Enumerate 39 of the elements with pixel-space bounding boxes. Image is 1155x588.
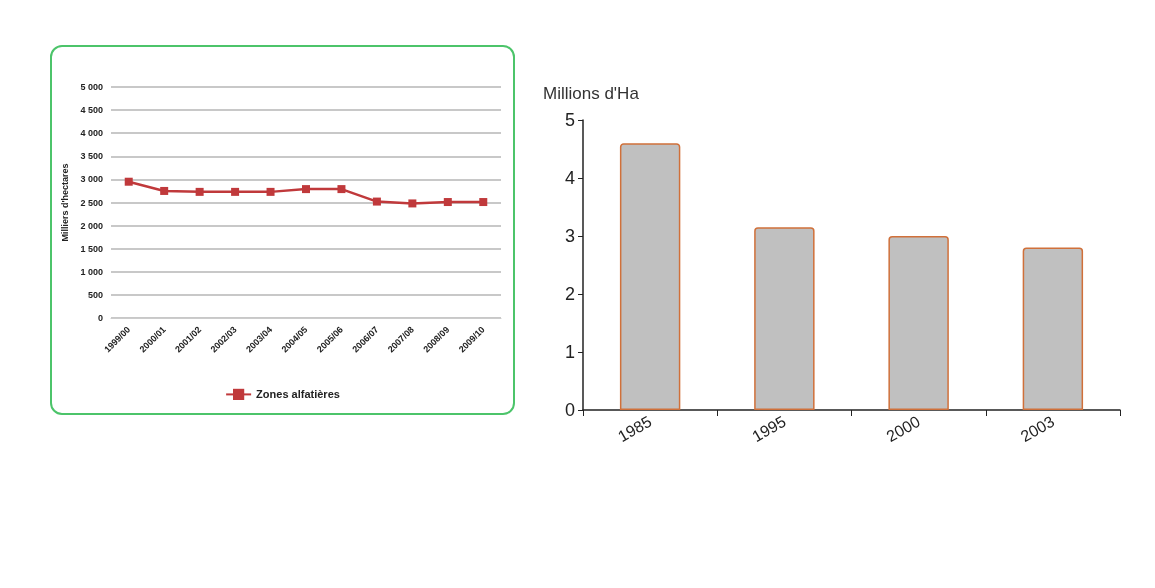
y-tick-label: 4 500 (80, 105, 103, 116)
legend-label: Zones alfatières (256, 388, 340, 401)
bar (754, 227, 815, 410)
point (231, 187, 240, 196)
point (302, 185, 310, 194)
bar (1022, 247, 1084, 410)
y-tick-label: 0 (97, 313, 103, 323)
point (195, 187, 204, 196)
point (408, 199, 417, 208)
point (372, 197, 381, 206)
y-tick-label: 2 000 (80, 220, 103, 231)
bar (619, 143, 681, 410)
y-axis-title: Millions d'Ha (543, 84, 640, 103)
y-tick-label: 3 000 (80, 174, 103, 185)
y-tick-label: 2 500 (80, 197, 103, 208)
y-axis-title: Milliers d'hectares (59, 163, 70, 242)
point (443, 198, 452, 207)
point (160, 186, 169, 195)
point (124, 177, 133, 186)
x-tick-label: 2000 (883, 412, 923, 446)
y-tick-label: 5 000 (80, 82, 103, 92)
y-tick-label: 5 (564, 110, 575, 130)
x-tick-label: 1985 (615, 412, 655, 446)
y-tick-label: 3 500 (80, 151, 103, 162)
x-tick-label: 1995 (749, 412, 789, 446)
y-tick-label: 2 (564, 284, 575, 304)
y-tick-label: 4 (564, 168, 575, 188)
y-tick-label: 4 000 (80, 128, 103, 139)
bar (888, 236, 949, 410)
y-tick-label: 1 500 (80, 243, 103, 254)
y-tick-label: 3 (564, 226, 575, 246)
y-tick-label: 500 (87, 289, 103, 300)
y-tick-label: 0 (564, 400, 575, 420)
y-tick-label: 1 000 (80, 266, 103, 277)
y-tick-label: 1 (564, 342, 575, 362)
x-tick-label: 2003 (1017, 412, 1058, 446)
point (337, 185, 346, 194)
point (266, 187, 275, 196)
point (479, 198, 488, 207)
